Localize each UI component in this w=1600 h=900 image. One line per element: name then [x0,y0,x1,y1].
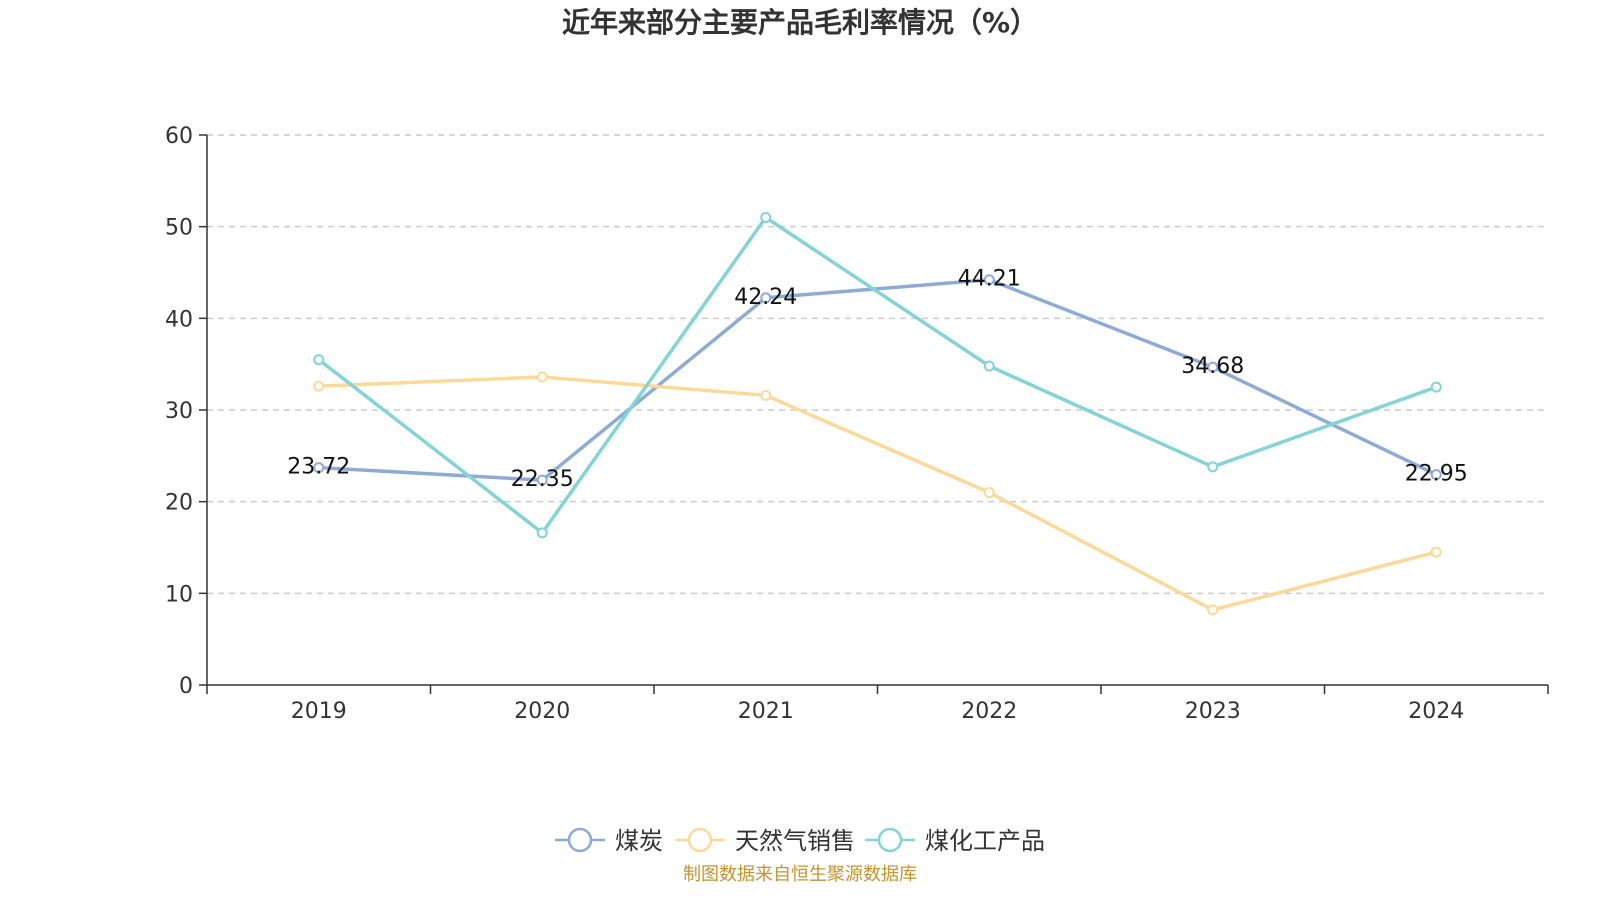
data-point[interactable] [1207,361,1219,373]
data-label: 44.21 [958,267,1021,292]
data-point[interactable] [760,212,772,223]
x-tick-label: 2020 [514,699,570,724]
y-tick-label: 60 [165,124,193,149]
series-line-3 [317,215,1437,535]
y-tick-label: 30 [165,399,193,424]
data-point[interactable] [1430,546,1442,558]
x-tick-label: 2023 [1185,699,1241,724]
data-point[interactable] [760,292,772,304]
x-tick-label: 2021 [738,699,794,724]
y-tick-label: 0 [179,674,193,699]
data-point[interactable] [983,487,995,498]
data-label: 23.72 [287,455,350,480]
legend-label: 煤化工产品 [925,827,1045,855]
data-point[interactable] [760,389,772,401]
y-tick-label: 50 [165,216,193,241]
data-point[interactable] [313,380,325,392]
data-labels: 23.72 22.35 42.24 44.21 34.68 22.95 [287,267,1467,492]
series-line-2 [318,375,1437,612]
x-tick-label: 2019 [291,699,347,724]
legend[interactable]: 煤炭 天然气销售 煤化工产品 [555,827,1045,855]
legend-item[interactable]: 煤炭 [555,827,663,855]
data-label: 22.95 [1405,462,1468,487]
legend-item[interactable]: 天然气销售 [675,827,855,855]
data-label: 34.68 [1181,354,1244,379]
data-label: 42.24 [734,285,797,310]
legend-label: 天然气销售 [735,827,855,855]
y-tick-label: 10 [165,582,193,607]
legend-marker [877,827,903,853]
grid-lines [207,134,1548,595]
chart-title: 近年来部分主要产品毛利率情况（%） [562,6,1038,39]
data-point[interactable] [1207,604,1219,616]
data-point[interactable] [1430,381,1442,393]
legend-item[interactable]: 煤化工产品 [865,827,1045,855]
data-point[interactable] [983,360,995,372]
legend-marker [687,827,713,853]
series-line-1 [318,277,1438,482]
data-label: 22.35 [511,467,574,492]
data-point[interactable] [313,354,325,366]
data-point[interactable] [536,371,548,383]
series-points [313,212,1442,616]
data-point[interactable] [983,274,995,286]
data-point[interactable] [536,527,548,539]
x-tick-label: 2024 [1408,699,1464,724]
data-point[interactable] [313,462,325,474]
legend-marker [567,827,593,853]
legend-label: 煤炭 [615,827,663,855]
axes: 0 10 20 30 40 50 60 2019 2020 2021 2022 2023 2024 [165,124,1549,724]
y-tick-label: 40 [165,307,193,332]
x-tick-label: 2022 [961,699,1017,724]
data-point[interactable] [1207,461,1219,473]
data-point[interactable] [1430,469,1442,481]
y-tick-label: 20 [165,491,193,516]
data-point[interactable] [536,474,548,486]
source-note: 制图数据来自恒生聚源数据库 [683,864,917,885]
series-lines [317,215,1438,612]
